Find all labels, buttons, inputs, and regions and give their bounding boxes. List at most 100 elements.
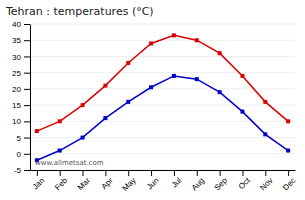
tick: Oct — [237, 170, 253, 191]
marker — [195, 38, 199, 42]
chart: -5 0 5 10 15 20 25 30 35 40 Jan Feb Mar Apr May Jun Jul A… — [0, 0, 305, 200]
tick-mark — [174, 170, 175, 176]
marker — [172, 33, 176, 37]
marker — [286, 119, 290, 123]
tick: 15 — [12, 101, 30, 110]
tick-label: Oct — [237, 175, 253, 191]
marker — [81, 103, 85, 107]
tick-label: May — [121, 176, 138, 193]
tick-label: 10 — [12, 117, 21, 126]
tick-mark — [24, 105, 30, 106]
tick: 30 — [12, 53, 30, 62]
marker — [35, 129, 39, 133]
marker — [263, 132, 267, 136]
tick-mark — [24, 73, 30, 74]
grid — [30, 24, 295, 170]
tick: Feb — [53, 170, 70, 192]
tick: 35 — [12, 36, 30, 45]
grid-line — [30, 121, 295, 122]
tick-label: 5 — [17, 134, 22, 143]
tick-label: 40 — [12, 20, 21, 29]
tick-mark — [265, 170, 266, 176]
annotation: www.allmetsat.com — [35, 159, 104, 167]
tick: Jul — [170, 170, 184, 190]
tick-label: Dec — [281, 176, 297, 192]
tick-label: 15 — [12, 101, 21, 110]
marker — [126, 61, 130, 65]
tick-label: Jul — [170, 176, 184, 190]
marker — [218, 51, 222, 55]
grid-line — [30, 170, 295, 171]
plot-area: -5 0 5 10 15 20 25 30 35 40 Jan Feb Mar Apr May Jun Jul A… — [12, 20, 297, 193]
marker — [58, 119, 62, 123]
tick: Dec — [281, 170, 297, 192]
tick-mark — [24, 138, 30, 139]
tick-mark — [24, 170, 30, 171]
tick-label: 0 — [17, 150, 22, 159]
tick: 10 — [12, 117, 30, 126]
series-line — [37, 35, 288, 131]
tick-mark — [220, 170, 221, 176]
marker — [81, 136, 85, 140]
grid-line — [30, 137, 295, 138]
tick-mark — [83, 170, 84, 176]
marker — [149, 85, 153, 89]
tick: -5 — [14, 166, 30, 175]
axis-line — [31, 170, 296, 171]
tick-mark — [24, 24, 30, 25]
tick-mark — [242, 170, 243, 176]
grid-line — [30, 56, 295, 57]
tick-label: Mar — [76, 176, 92, 192]
tick-label: Apr — [100, 176, 115, 191]
tick-label: Aug — [190, 176, 206, 192]
marker — [149, 41, 153, 45]
marker — [58, 149, 62, 153]
tick-label: Sep — [213, 176, 230, 193]
tick-mark — [24, 56, 30, 57]
tick: Nov — [258, 170, 274, 192]
tick: Jan — [31, 170, 46, 191]
title: Tehran : temperatures (°C) — [5, 5, 154, 18]
marker — [218, 90, 222, 94]
tick-mark — [24, 154, 30, 155]
tick-label: 25 — [12, 69, 21, 78]
tick: Jun — [145, 170, 160, 191]
tick-mark — [197, 170, 198, 176]
tick: 40 — [12, 20, 30, 29]
grid-line — [30, 72, 295, 73]
series-group — [35, 33, 290, 162]
tick: May — [121, 170, 138, 193]
tick-mark — [24, 40, 30, 41]
tick: 5 — [17, 134, 30, 143]
marker — [172, 74, 176, 78]
grid-line — [30, 105, 295, 106]
series-line — [37, 76, 288, 160]
grid-line — [30, 24, 295, 25]
tick-label: 20 — [12, 85, 21, 94]
marker — [195, 77, 199, 81]
tick-label: 30 — [12, 53, 21, 62]
tick: 25 — [12, 69, 30, 78]
tick-label: 35 — [12, 36, 21, 45]
marker — [240, 74, 244, 78]
tick-label: Jun — [145, 176, 160, 191]
tick-mark — [105, 170, 106, 176]
marker — [103, 84, 107, 88]
tick-label: Nov — [258, 176, 274, 192]
x-axis: Jan Feb Mar Apr May Jun Jul Aug Sep Oct Nov Dec — [31, 170, 298, 193]
tick: Sep — [213, 170, 230, 192]
grid-line — [30, 153, 295, 154]
tick-mark — [151, 170, 152, 176]
tick-mark — [288, 170, 289, 176]
tick: 0 — [17, 150, 30, 159]
tick-mark — [60, 170, 61, 176]
marker — [126, 100, 130, 104]
tick-label: -5 — [14, 166, 22, 175]
marker — [286, 149, 290, 153]
grid-line — [30, 88, 295, 89]
tick-mark — [37, 170, 38, 176]
marker — [263, 100, 267, 104]
tick-label: Feb — [53, 176, 70, 193]
tick: Mar — [76, 170, 92, 192]
marker — [103, 116, 107, 120]
